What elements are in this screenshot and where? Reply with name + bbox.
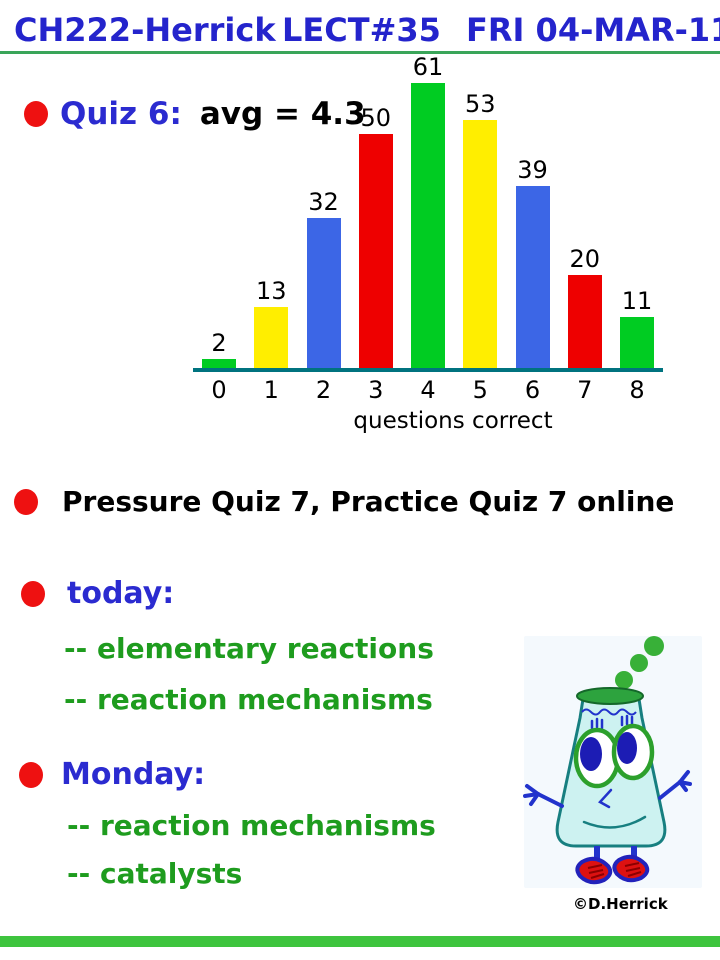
bar-value-label: 53 [464,90,496,118]
eyes [573,723,655,789]
bar-value-label: 50 [360,104,392,132]
lecture-number: LECT#35 [282,11,441,49]
bullet-icon [24,101,48,127]
bar-value-label: 39 [517,156,548,184]
tick-label: 2 [315,376,332,404]
bar-value-label: 20 [569,245,601,273]
tick-label: 7 [577,376,593,404]
today-topic: -- elementary reactions [64,632,434,665]
flask-rim [576,687,644,705]
course-code: CH222-Herrick [14,11,276,49]
x-axis-line [193,368,663,372]
lecture-date: FRI 04-MAR-11 [466,11,720,49]
monday-topic: -- reaction mechanisms [67,809,436,842]
bar [306,218,341,368]
bar-value-label: 61 [412,53,444,81]
x-axis-ticks: 0 1 2 3 4 5 6 7 8 [202,376,654,404]
header-divider [0,51,720,54]
bar [254,307,289,368]
tick-label: 8 [629,376,645,404]
bullet-icon [14,488,38,515]
footer-divider [0,936,720,947]
tick-label: 0 [211,376,227,404]
bar [515,186,550,368]
shoes [575,854,650,885]
flask-mascot [523,636,702,888]
bullet-icon [21,580,45,607]
tick-label: 5 [472,376,488,404]
x-axis-label: questions correct [353,408,553,434]
bar-group: 13 [254,277,289,368]
bar-group: 20 [567,245,602,368]
today-topic: -- reaction mechanisms [64,683,433,716]
bar-value-label: 2 [211,329,227,357]
mouth [582,815,647,829]
bar-group: 61 [411,54,445,368]
bar-group: 53 [463,90,498,368]
monday-topic: -- catalysts [67,857,243,890]
tick-label: 3 [368,376,384,404]
quiz-histogram: 2 13 32 50 61 53 39 20 11 [202,54,654,368]
bar-value-label: 32 [308,188,339,216]
bubbles-icon [615,636,664,689]
monday-bullet-row: Monday: [19,757,205,792]
copyright-credit: ©D.Herrick [573,895,668,913]
pressure-text: Pressure Quiz 7, Practice Quiz 7 online [62,485,675,518]
today-label: today: [67,576,175,611]
bar-group: 39 [515,156,550,368]
pressure-bullet-row: Pressure Quiz 7, Practice Quiz 7 online [14,485,674,518]
tick-label: 6 [524,376,541,404]
bar-value-label: 11 [621,287,653,315]
bar [202,359,236,368]
bar [463,120,498,368]
bullet-icon [19,761,43,788]
water-line [581,708,637,716]
bar-group: 50 [358,104,393,368]
bar [567,275,602,368]
eyelashes [590,714,634,730]
monday-label: Monday: [61,757,206,792]
bar-value-label: 13 [255,277,287,305]
quiz-average: avg = 4.3 [199,96,366,132]
nose [598,788,613,809]
bar-group: 32 [306,188,341,368]
arms [523,770,692,808]
quiz-bullet-row: Quiz 6: avg = 4.3 [24,96,366,132]
bar-group: 11 [620,288,654,368]
bar-group: 2 [202,330,236,368]
tick-label: 4 [420,376,436,404]
tick-label: 1 [263,376,279,404]
bar [620,317,654,368]
bar [358,134,393,368]
quiz-label: Quiz 6: [60,96,182,132]
bar [411,83,445,368]
today-bullet-row: today: [21,576,174,611]
